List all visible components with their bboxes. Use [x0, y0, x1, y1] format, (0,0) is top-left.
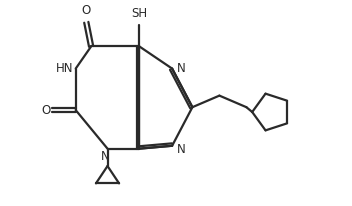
Text: SH: SH — [131, 7, 147, 20]
Text: N: N — [176, 62, 185, 75]
Text: N: N — [101, 150, 110, 163]
Text: O: O — [41, 104, 50, 117]
Text: N: N — [176, 143, 185, 156]
Text: HN: HN — [56, 62, 74, 75]
Text: O: O — [82, 4, 91, 16]
